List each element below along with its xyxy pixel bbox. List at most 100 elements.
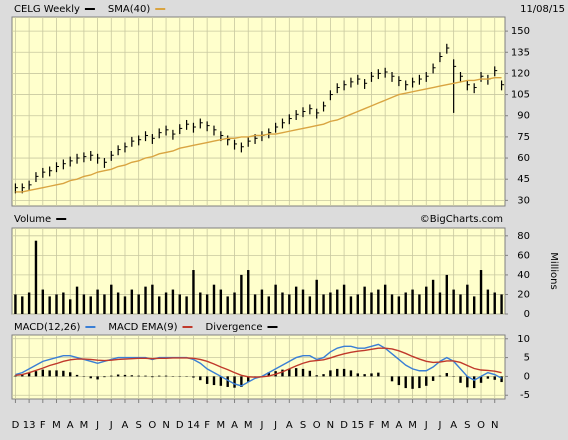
- volume-bar: [199, 293, 201, 315]
- divergence-bar: [144, 376, 146, 377]
- volume-bar: [405, 293, 407, 315]
- volume-bar: [48, 296, 50, 314]
- volume-bar: [459, 294, 461, 314]
- divergence-bar: [226, 376, 228, 387]
- y-tick-label: 120: [511, 68, 530, 79]
- volume-bar: [268, 296, 270, 314]
- x-tick-label: J: [259, 420, 263, 431]
- divergence-bar: [473, 376, 475, 388]
- volume-bar: [240, 275, 242, 314]
- y-tick-label: 135: [511, 47, 530, 58]
- volume-bar: [357, 294, 359, 314]
- volume-bar: [411, 290, 413, 314]
- divergence-bar: [377, 373, 379, 377]
- y-tick-label: -5: [520, 390, 530, 401]
- divergence-bar: [165, 376, 167, 377]
- divergence-bar: [391, 376, 393, 381]
- x-tick-label: A: [231, 420, 238, 431]
- y-tick-label: 80: [517, 231, 530, 242]
- volume-bar: [35, 241, 37, 314]
- x-tick-label: F: [40, 420, 46, 431]
- divergence-bar: [425, 376, 427, 385]
- divergence-bar: [76, 375, 78, 377]
- divergence-bar: [295, 368, 297, 376]
- volume-bar: [14, 294, 16, 314]
- volume-bar: [185, 296, 187, 314]
- legend-label: MACD(12,26): [14, 322, 81, 333]
- x-tick-label: J: [437, 420, 441, 431]
- volume-bar: [446, 275, 448, 314]
- divergence-bar: [96, 376, 98, 379]
- divergence-bar: [350, 370, 352, 376]
- x-tick-label: J: [424, 420, 428, 431]
- volume-bar: [42, 290, 44, 314]
- panel: [12, 335, 505, 399]
- volume-bar: [172, 290, 174, 314]
- x-tick-label: M: [381, 420, 390, 431]
- divergence-bar: [302, 369, 304, 377]
- volume-bar: [124, 296, 126, 314]
- divergence-bar: [487, 376, 489, 378]
- volume-bar: [90, 296, 92, 314]
- volume-bar: [274, 285, 276, 314]
- legend-label: Divergence: [206, 322, 263, 333]
- x-tick-label: J: [273, 420, 277, 431]
- x-tick-label: M: [80, 420, 89, 431]
- volume-bar: [206, 294, 208, 314]
- volume-bar: [103, 294, 105, 314]
- volume-bar: [309, 296, 311, 314]
- volume-bar: [117, 293, 119, 315]
- y-tick-label: 40: [517, 270, 530, 281]
- x-tick-label: A: [67, 420, 74, 431]
- panel: [12, 17, 505, 206]
- divergence-bar: [199, 376, 201, 380]
- divergence-bar: [124, 375, 126, 377]
- volume-bar: [398, 296, 400, 314]
- divergence-bar: [336, 369, 338, 377]
- divergence-bar: [117, 375, 119, 377]
- volume-bar: [302, 290, 304, 314]
- divergence-bar: [418, 376, 420, 388]
- divergence-bar: [55, 370, 57, 376]
- volume-bar: [363, 287, 365, 314]
- volume-bar: [261, 290, 263, 314]
- divergence-bar: [42, 370, 44, 377]
- divergence-bar: [405, 376, 407, 388]
- x-tick-label: M: [217, 420, 226, 431]
- divergence-bar: [411, 376, 413, 388]
- x-tick-label: 13: [23, 420, 36, 431]
- volume-bar: [83, 294, 85, 314]
- divergence-bar: [370, 373, 372, 376]
- divergence-bar: [220, 376, 222, 385]
- divergence-bar: [131, 375, 133, 376]
- volume-bar: [425, 287, 427, 314]
- volume-bar: [179, 294, 181, 314]
- x-tick-label: O: [148, 420, 156, 431]
- volume-bar: [144, 287, 146, 314]
- legend-label: SMA(40): [108, 4, 150, 15]
- y-tick-label: 90: [517, 111, 530, 122]
- y-tick-label: 45: [517, 174, 530, 185]
- y-tick-label: 75: [517, 132, 530, 143]
- volume-bar: [110, 285, 112, 314]
- date-label: 11/08/15: [520, 4, 565, 15]
- volume-bar: [28, 293, 30, 315]
- volume-bar: [233, 293, 235, 315]
- volume-bar: [192, 270, 194, 314]
- volume-bar: [452, 290, 454, 314]
- divergence-bar: [48, 370, 50, 376]
- volume-bar: [96, 290, 98, 314]
- divergence-bar: [151, 376, 153, 377]
- divergence-bar: [357, 373, 359, 376]
- x-tick-label: A: [286, 420, 293, 431]
- volume-bar: [247, 270, 249, 314]
- y-tick-label: 105: [511, 90, 530, 101]
- divergence-bar: [329, 370, 331, 376]
- divergence-bar: [439, 376, 441, 377]
- divergence-bar: [233, 376, 235, 387]
- divergence-bar: [35, 371, 37, 376]
- x-tick-label: M: [52, 420, 61, 431]
- legend-label: CELG Weekly: [14, 4, 80, 15]
- x-tick-label: M: [244, 420, 253, 431]
